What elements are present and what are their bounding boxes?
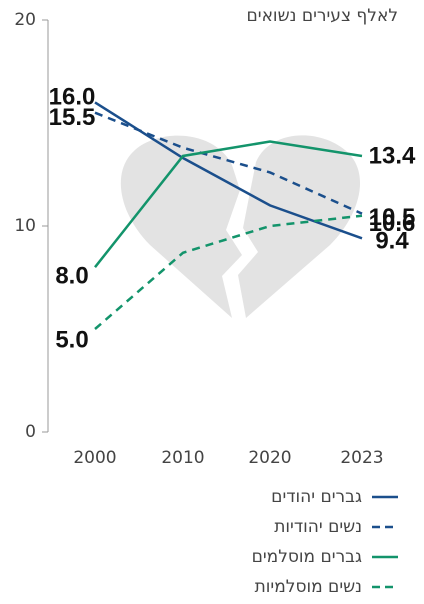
data-label: 8.0 [55,263,88,290]
data-label: 13.4 [369,142,416,169]
data-label: 15.5 [49,104,96,131]
x-tick-label: 2000 [73,448,116,468]
series-line [94,140,363,268]
y-tick-label: 10 [14,216,36,236]
x-tick-label: 2010 [161,448,204,468]
y-tick-label: 0 [25,422,36,442]
legend-label: נשים יהודיות [274,517,362,537]
series-line [94,214,363,330]
heart-decoration [120,135,361,318]
series-line [94,111,363,215]
data-label: 10.5 [369,204,416,231]
data-label: 10.6 [369,210,416,237]
x-tick-label: 2023 [340,448,383,468]
x-tick-label: 2020 [248,448,291,468]
legend-label: גברים יהודים [271,487,362,507]
legend-label: נשים מוסלמיות [255,577,362,597]
y-tick-label: 20 [14,10,36,30]
y-axis-label: לאלף צעירים נשואים [246,6,398,26]
data-label: 9.4 [375,228,409,255]
data-label: 5.0 [55,326,88,353]
legend-label: גברים מוסלמים [252,547,362,567]
data-label: 16.0 [49,84,96,111]
